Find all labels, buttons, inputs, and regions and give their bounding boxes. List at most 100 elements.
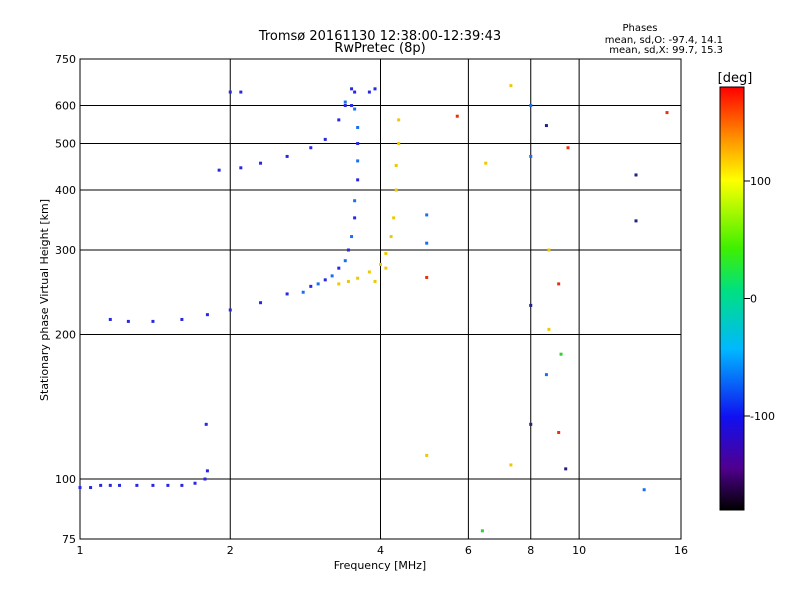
data-point [557,282,561,286]
colorbar-gradient [719,86,745,511]
data-point [323,137,327,141]
data-point [379,262,382,266]
data-point [205,313,209,317]
data-point [135,483,139,487]
data-point [373,87,377,91]
x-tick-label: 4 [377,544,384,557]
grid-lines [80,59,681,539]
data-point [204,422,208,426]
data-point [99,483,103,487]
data-point [529,422,533,426]
data-point [529,104,533,108]
chart-subtitle: RwPretec (8p) [334,41,425,56]
data-point [529,154,533,158]
data-point [367,90,371,94]
data-point [346,248,350,252]
data-point [634,219,638,223]
data-point [367,270,371,274]
stats-heading: Phases [622,23,657,34]
data-point [228,90,232,94]
data-point [384,252,388,256]
data-point [356,276,360,280]
data-point [425,241,429,245]
data-point [151,319,155,323]
data-point [193,481,197,485]
y-axis-label: Stationary phase Virtual Height [km] [38,199,51,401]
data-point [356,178,360,182]
data-point [350,87,354,91]
data-point [259,301,263,305]
data-point [217,168,221,172]
stats-line-o: mean, sd,O: -97.4, 14.1 [605,35,723,46]
data-point [239,90,243,94]
data-point [642,488,646,492]
data-point [356,125,360,129]
data-point [353,216,357,220]
data-point [337,282,341,286]
data-point [343,104,347,108]
data-point [126,319,130,323]
data-point [330,274,334,278]
y-tick-label: 500 [55,138,76,151]
data-point [384,266,388,270]
data-point [89,486,93,490]
data-point [529,303,533,307]
x-tick-label: 6 [465,544,472,557]
data-point [480,529,484,533]
data-point [547,327,551,331]
data-point [301,290,305,294]
data-point [350,235,354,239]
x-axis-label: Frequency [MHz] [334,559,426,572]
data-point [455,114,459,118]
data-point [316,282,320,286]
colorbar-ticks: 100 0 -100 [744,175,775,423]
data-point [425,453,429,457]
colorbar-tick-label: -100 [750,410,775,423]
data-point [547,248,551,252]
data-point [484,161,488,165]
data-point [239,166,243,170]
x-tick-label: 8 [527,544,534,557]
data-point [203,477,207,481]
y-axis-ticks: 75 100 200 300 400 500 600 750 [55,53,76,546]
data-point [392,216,396,220]
data-point [108,317,112,321]
stats-line-x: mean, sd,X: 99.7, 15.3 [609,45,723,56]
colorbar: [deg] 100 0 -100 [718,71,775,511]
y-tick-label: 750 [55,53,76,66]
data-point [118,483,122,487]
data-point [228,308,232,312]
data-point [544,373,548,377]
data-point [389,235,393,239]
colorbar-label: [deg] [718,71,753,86]
data-point [425,213,429,217]
data-point [509,463,513,467]
data-point [323,278,327,282]
data-point [566,146,570,150]
data-point [180,483,184,487]
data-point [285,292,289,296]
data-point [544,124,548,128]
data-point [557,431,561,435]
data-point [356,142,360,146]
x-tick-label: 2 [227,544,234,557]
y-tick-label: 75 [62,533,76,546]
data-point [309,284,313,288]
data-point [151,483,155,487]
colorbar-tick-label: 0 [750,293,757,306]
data-point [309,146,313,150]
plot-area: 1 2 4 6 8 10 16 75 100 200 300 400 500 600 750 [55,53,688,557]
data-point [425,275,429,279]
data-point [394,188,398,192]
data-point [665,111,669,115]
data-point [337,266,341,270]
x-tick-label: 16 [674,544,688,557]
data-point [108,483,112,487]
x-tick-label: 1 [77,544,84,557]
x-axis-ticks: 1 2 4 6 8 10 16 [77,544,689,557]
data-point [356,159,360,163]
data-point [343,100,347,104]
colorbar-tick-label: 100 [750,175,771,188]
data-point [285,154,289,158]
